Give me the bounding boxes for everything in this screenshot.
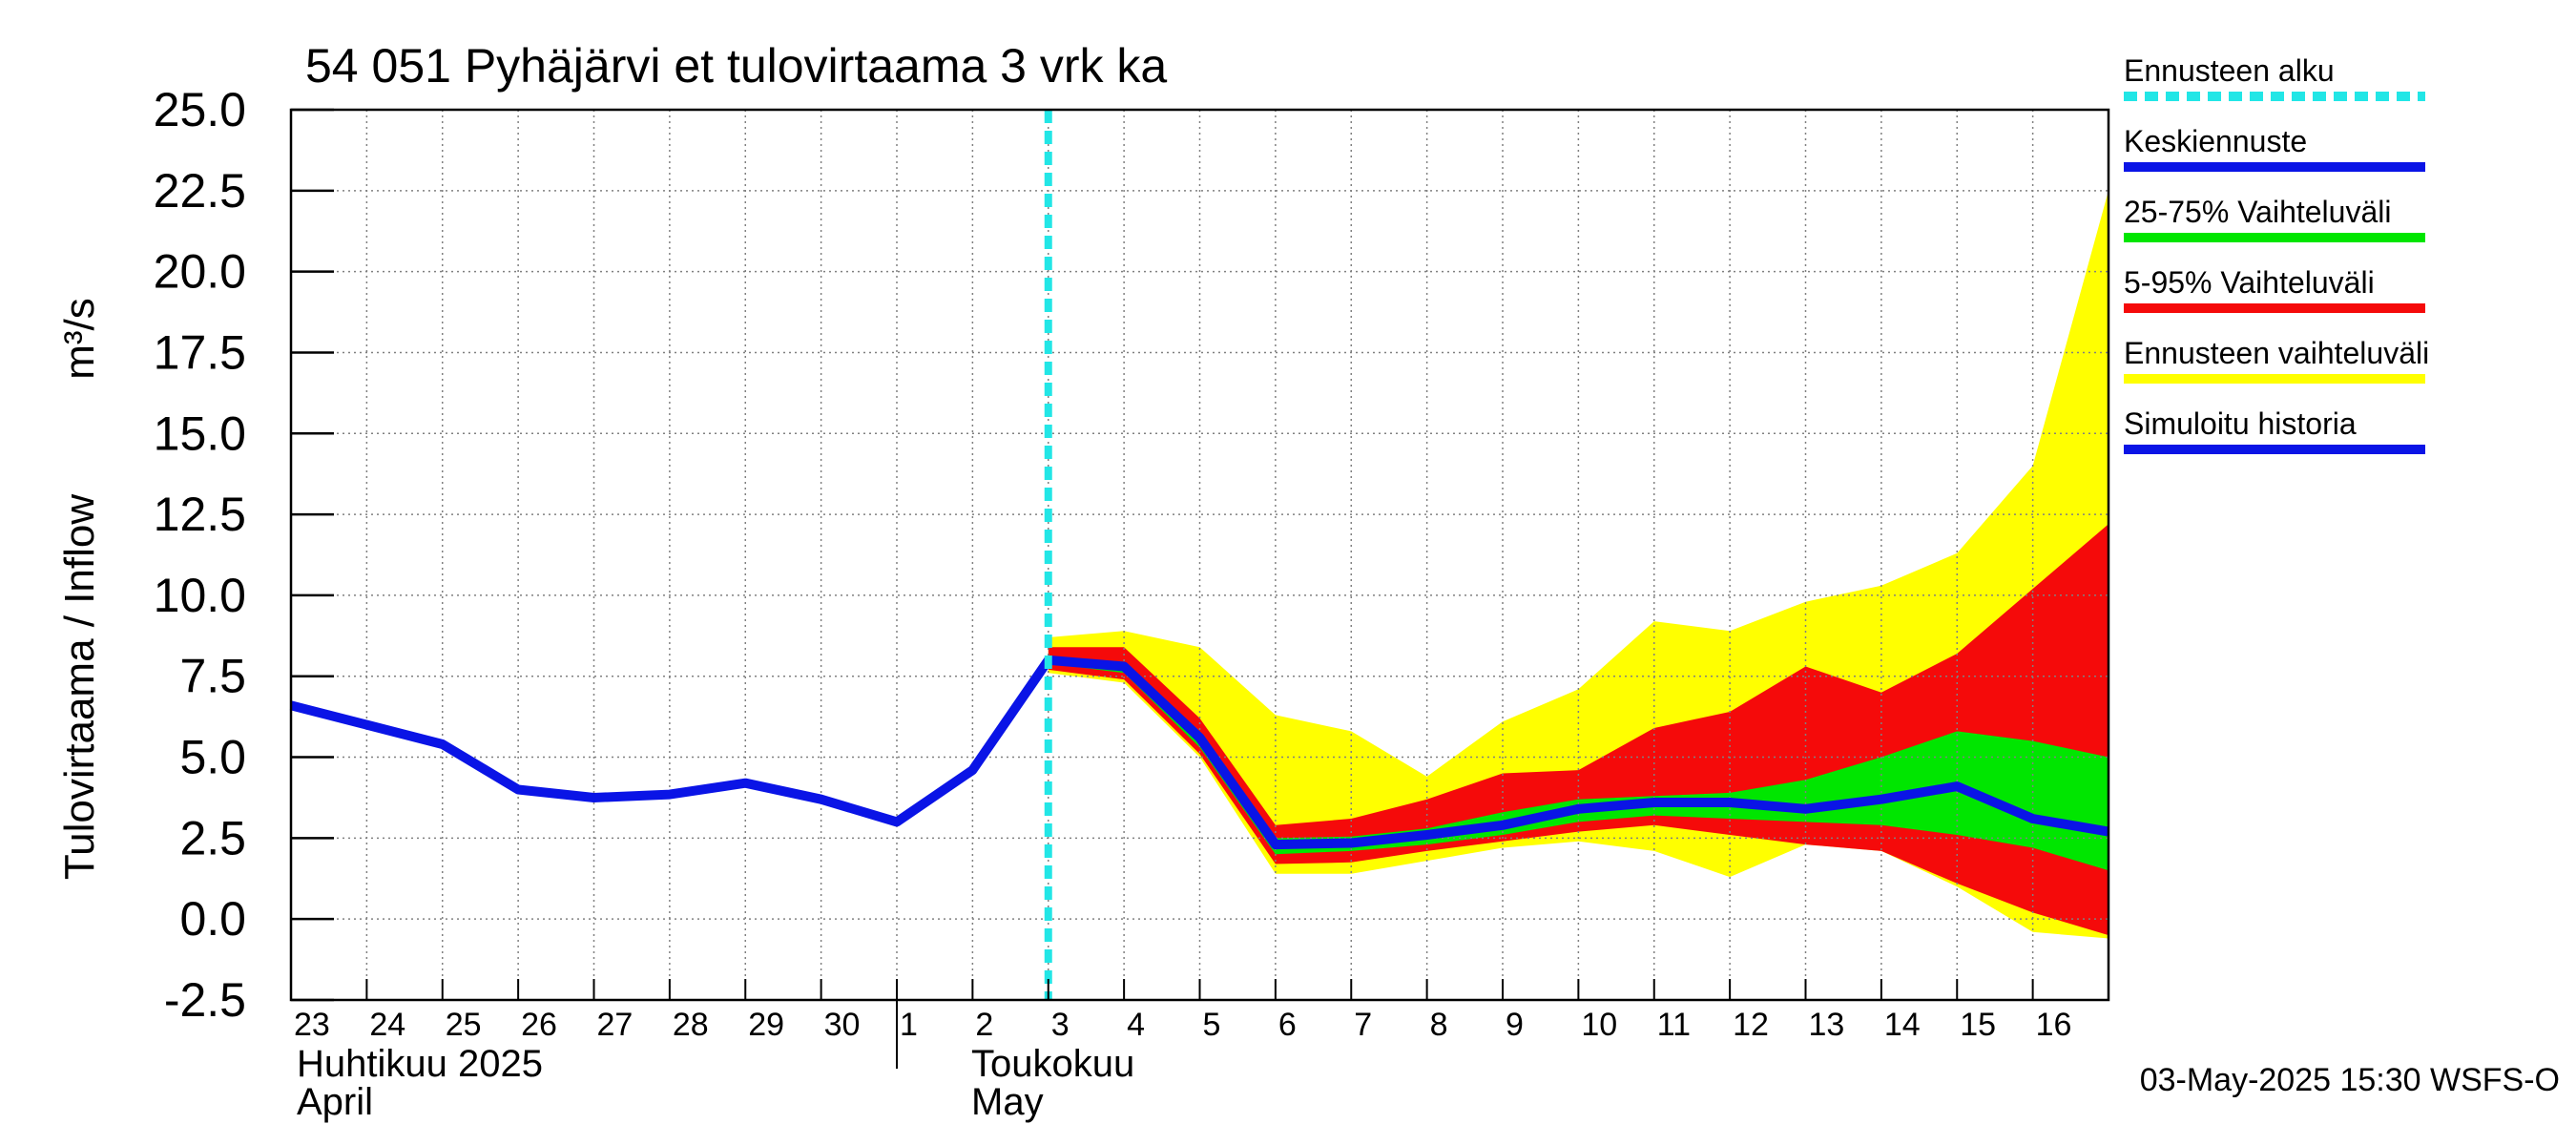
x-tick-label: 26 [521,1007,557,1043]
legend: Ennusteen alku Keskiennuste 25-75% Vaihtel… [2124,53,2429,454]
legend-label: 5-95% Vaihteluväli [2124,265,2375,300]
x-tick-label: 4 [1127,1007,1145,1043]
y-tick-label: -2.5 [164,973,246,1027]
simulated-history-line [289,656,1052,827]
forecast-bands [1048,190,2109,939]
x-tick-label: 2 [975,1007,993,1043]
axes [289,108,2110,1069]
x-tick-label: 5 [1203,1007,1221,1043]
x-tick-label: 6 [1278,1007,1297,1043]
legend-label: Keskiennuste [2124,124,2307,158]
y-tick-label: 20.0 [154,245,246,299]
chart-title: 54 051 Pyhäjärvi et tulovirtaama 3 vrk k… [305,39,1167,93]
x-tick-label: 15 [1960,1007,1996,1043]
y-tick-label: 25.0 [154,83,246,136]
x-tick-label: 29 [748,1007,784,1043]
x-tick-label: 12 [1733,1007,1769,1043]
y-axis-unit-label: m³/s [56,298,103,380]
x-tick-label: 14 [1884,1007,1921,1043]
y-axis-label-group: Tulovirtaama / Inflow m³/s [56,298,103,880]
legend-label: Simuloitu historia [2124,406,2357,441]
x-tick-label: 30 [824,1007,861,1043]
tick-labels: 25.0 22.5 20.0 17.5 15.0 12.5 10.0 7.5 5.0 2.5 0.0… [154,83,2072,1123]
footer-timestamp: 03-May-2025 15:30 WSFS-O [2140,1062,2560,1098]
x-tick-label: 28 [673,1007,709,1043]
x-tick-label: 16 [2036,1007,2072,1043]
y-tick-label: 22.5 [154,164,246,218]
legend-label: 25-75% Vaihteluväli [2124,195,2391,229]
y-tick-label: 12.5 [154,488,246,541]
y-tick-label: 5.0 [179,731,246,784]
month-label-en: May [971,1081,1044,1123]
x-tick-label: 27 [597,1007,634,1043]
y-tick-label: 10.0 [154,569,246,622]
series-lines [289,110,2109,1000]
x-tick-label: 9 [1506,1007,1524,1043]
grid-lines [291,109,2109,1000]
median-forecast-line [1048,655,2109,850]
y-axis-label: Tulovirtaama / Inflow [56,494,103,881]
legend-label: Ennusteen alku [2124,53,2335,88]
y-tick-label: 2.5 [179,811,246,864]
x-tick-label: 25 [446,1007,482,1043]
range-25-75-band [1048,656,2109,871]
y-tick-label: 0.0 [179,892,246,946]
month-label-fi: Toukokuu [971,1043,1134,1085]
x-tick-label: 13 [1809,1007,1845,1043]
range-5-95-band [1048,524,2109,936]
x-tick-label: 24 [369,1007,405,1043]
x-tick-label: 3 [1051,1007,1070,1043]
x-tick-label: 23 [294,1007,330,1043]
month-label-fi: Huhtikuu 2025 [297,1043,543,1085]
legend-label: Ennusteen vaihteluväli [2124,336,2429,370]
y-tick-label: 15.0 [154,406,246,460]
y-tick-label: 17.5 [154,325,246,379]
y-tick-label: 7.5 [179,650,246,703]
month-label-en: April [297,1081,373,1123]
x-tick-label: 10 [1581,1007,1617,1043]
x-tick-label: 11 [1657,1007,1691,1043]
x-tick-label: 1 [900,1007,918,1043]
x-tick-label: 7 [1354,1007,1372,1043]
x-tick-label: 8 [1430,1007,1448,1043]
